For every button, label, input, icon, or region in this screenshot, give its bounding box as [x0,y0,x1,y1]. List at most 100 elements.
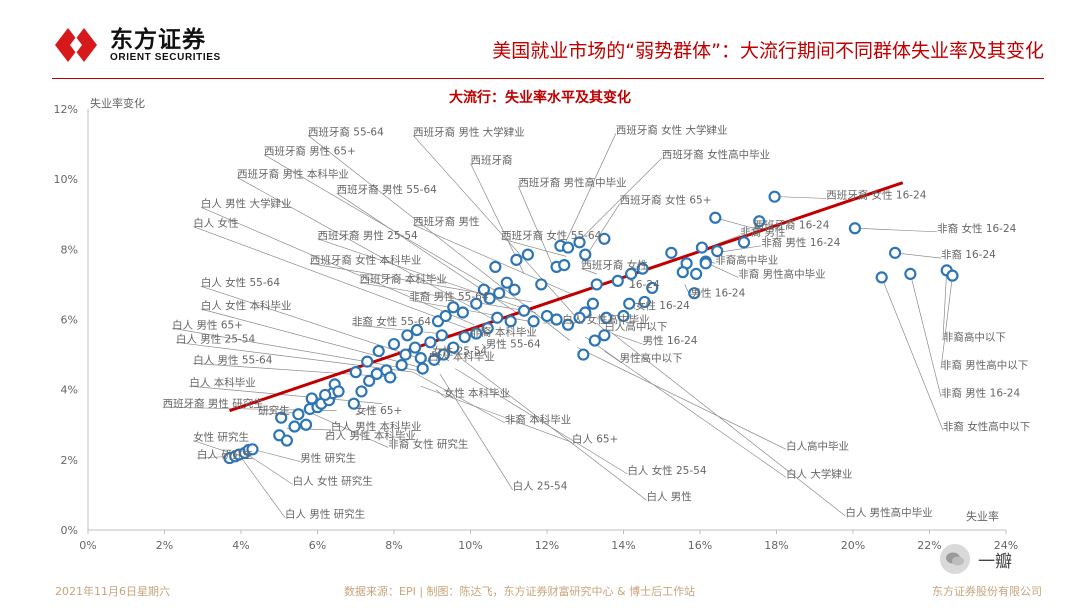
point-label: 男性 研究生 [300,452,356,465]
point-label: 女性 65+ [356,404,403,417]
wechat-icon [940,544,970,574]
data-point [456,306,469,319]
x-tick-label: 18% [764,539,788,552]
data-point [638,295,651,309]
point-label: 白人 男性 65+ [172,318,243,331]
label-leader-line [238,454,286,518]
data-point [573,236,586,249]
data-point [579,248,592,261]
y-tick-label: 2% [61,454,78,467]
data-point [447,301,460,314]
point-label: 非裔 女性 55-64 [352,315,432,328]
label-leader-line [561,133,617,250]
point-label: 西班牙裔 男性 65+ [264,145,356,158]
data-point [695,241,709,254]
data-point [946,269,959,282]
data-point [288,420,301,433]
point-label: 西班牙裔 男性 55-64 [337,183,438,196]
footer-company: 东方证券股份有限公司 [932,585,1042,598]
point-label: 白人 男性 55-64 [193,353,273,366]
point-label: 白人 男性 25-54 [176,332,256,345]
data-point [646,281,659,295]
point-label: 非裔高中以下 [943,331,1006,344]
data-point [676,266,689,279]
watermark: 一瓣 [940,544,1012,574]
data-point [319,388,332,402]
label-leader-line [439,373,513,490]
data-point [598,329,611,342]
label-leader-line [409,299,540,324]
label-leader-line [881,277,944,431]
point-label: 西班牙裔 男性 研究生 [163,397,264,410]
data-point [688,287,701,300]
label-leader-line [237,177,494,320]
label-leader-line [252,448,301,462]
data-point [395,359,408,372]
label-leader-line [607,329,846,517]
point-label: 西班牙裔 男性 大学肄业 [413,125,525,138]
point-label: 非裔 男性 16-24 [941,387,1021,400]
data-point [504,315,517,328]
point-label: 非裔 女性高中以下 [943,420,1030,433]
label-leader-line [481,343,487,348]
data-point [540,309,554,323]
x-tick-label: 6% [309,539,326,552]
label-leader-line [942,270,948,341]
point-label: 西班牙裔 女性 本科毕业 [310,253,422,266]
point-label: 男性 16-24 [643,334,698,347]
data-point [408,341,422,354]
data-point [280,434,293,447]
data-point [737,236,751,249]
point-label: 男性 16-24 [690,287,745,300]
brand-name-cn: 东方证券 [110,26,206,53]
point-label: 男性 55-64 [486,338,541,351]
y-tick-label: 4% [61,384,78,397]
x-tick-label: 20% [841,539,865,552]
data-point [477,283,490,296]
data-point [508,283,521,296]
data-point [535,278,548,291]
orient-logo-icon [52,26,100,64]
data-point [493,287,506,300]
data-point [709,211,722,224]
label-leader-line [359,282,536,313]
point-label: 白人 大学肄业 [786,467,852,480]
label-leader-line [629,284,636,289]
y-tick-label: 6% [61,314,78,327]
label-leader-line [611,333,643,345]
point-label: 白人 65+ [572,432,619,445]
point-label: 白人 女性高中毕业 [562,313,649,326]
label-leader-line [420,385,572,443]
point-label: 女性 25-54 [432,345,487,358]
label-leader-line [856,227,938,233]
data-point [428,353,441,366]
point-label: 西班牙裔 [471,153,513,166]
x-tick-label: 4% [232,539,249,552]
data-point [611,274,624,288]
label-leader-line [517,186,555,271]
data-point [711,244,724,258]
data-point [753,215,766,228]
label-leader-line [707,263,739,278]
data-point [623,297,636,310]
data-point [355,385,368,398]
point-label: 白人 本科毕业 [189,376,255,389]
data-point [588,334,601,347]
trendline [229,181,904,413]
point-label: 西班牙裔 女性高中毕业 [662,148,770,161]
label-leader-line [355,406,375,415]
label-leader-line [585,336,787,478]
data-point [483,292,496,305]
point-label: 白人 女性 [193,217,238,230]
point-label: 西班牙裔 女性 大学肄业 [616,124,728,137]
point-label: 白人高中以下 [604,320,667,333]
label-leader-line [604,350,620,362]
data-point [372,344,385,358]
label-leader-line [193,363,398,378]
point-label: 白人 男性高中毕业 [845,506,932,519]
footer-date: 2021年11月6日星期六 [55,585,170,598]
data-point [384,371,397,384]
x-tick-label: 0% [79,539,96,552]
data-point [617,309,630,323]
